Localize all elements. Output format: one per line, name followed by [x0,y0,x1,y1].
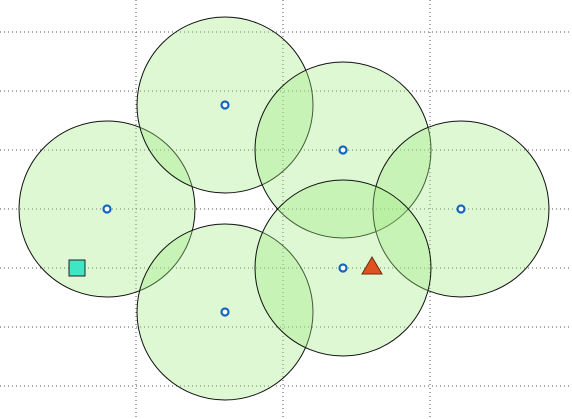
node [220,307,230,317]
node [338,263,348,273]
node [338,145,348,155]
node [220,100,230,110]
square-marker [68,259,86,277]
node [456,204,466,214]
nodes [102,100,466,317]
triangle-marker [361,256,383,275]
coverage-zones [18,16,550,401]
node [102,204,112,214]
